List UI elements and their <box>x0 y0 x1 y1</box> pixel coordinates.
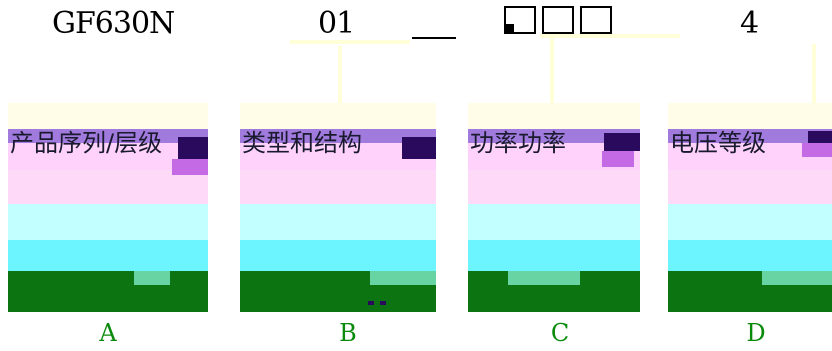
panel-c: 功率功率 <box>468 103 640 312</box>
panel-c-label: C <box>550 319 570 347</box>
connector-line-c <box>550 38 554 104</box>
panel-b: 类型和结构 <box>240 103 436 312</box>
panel-d-label: D <box>746 319 766 347</box>
type-code-text: 01 <box>318 6 355 41</box>
panel-d-caption: 电压等级 <box>670 129 766 157</box>
code-box-1 <box>504 6 536 34</box>
code-separator-dash <box>412 37 456 39</box>
connector-line-b <box>338 46 342 104</box>
voltage-code-text: 4 <box>740 6 759 41</box>
panel-c-caption: 功率功率 <box>470 129 566 157</box>
connector-bar-b <box>290 40 410 44</box>
code-box-2 <box>542 6 574 34</box>
connector-bar-c <box>540 34 680 38</box>
panel-b-label: B <box>339 319 357 347</box>
panel-a-label: A <box>99 319 117 347</box>
panel-a: 产品序列/层级 <box>8 103 208 312</box>
model-code-text: GF630N <box>52 6 175 41</box>
panel-b-caption: 类型和结构 <box>242 129 362 157</box>
code-box-3 <box>580 6 612 34</box>
connector-line-d <box>812 44 816 104</box>
panel-a-caption: 产品序列/层级 <box>10 129 163 157</box>
panel-d: 电压等级 <box>668 103 832 312</box>
